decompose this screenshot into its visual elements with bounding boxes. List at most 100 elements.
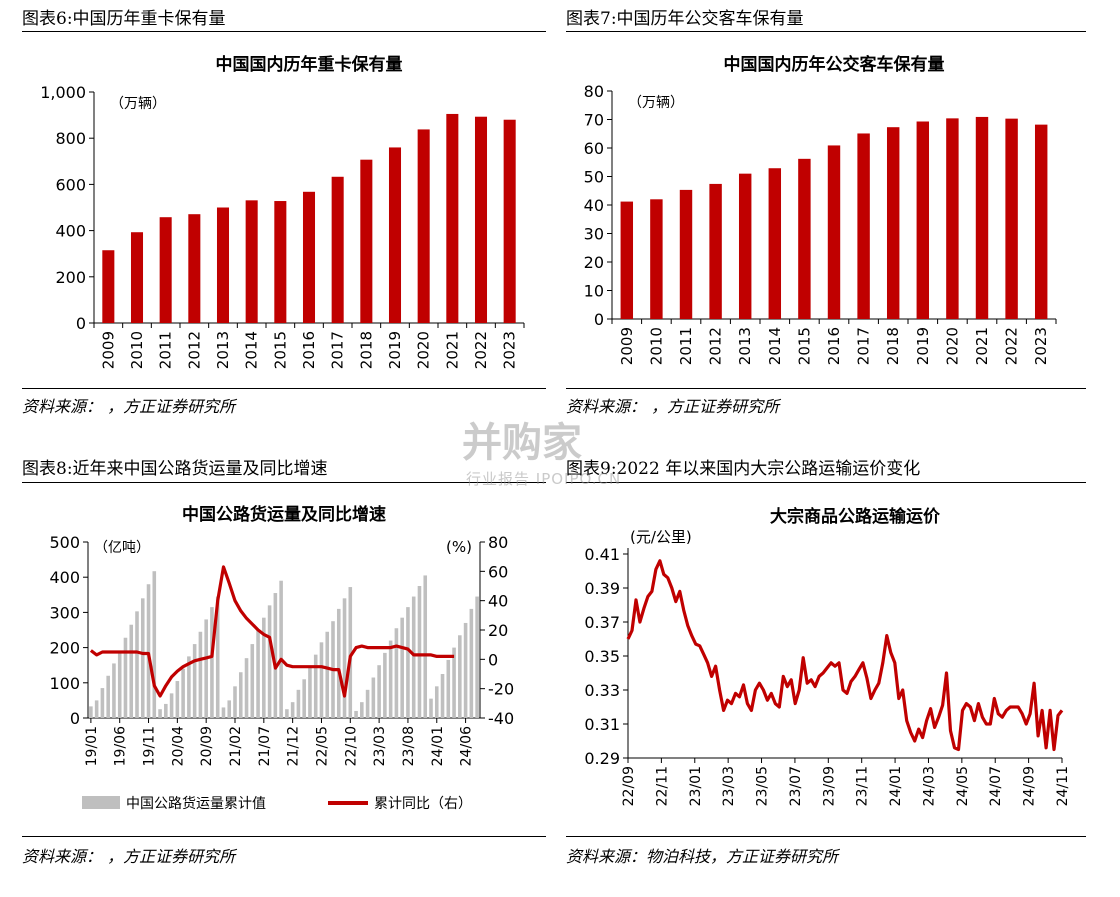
y-tick-label-left: 300 <box>49 603 80 622</box>
right-unit-label: (%) <box>446 538 472 556</box>
y-tick-label: 50 <box>584 168 604 187</box>
bar-freight-volume <box>112 663 116 718</box>
freight-price-chart: 大宗商品公路运输运价 (元/公里) 0.29 0.31 0.33 0.35 0.37 0.39… <box>584 506 1071 806</box>
source-note: 资料来源：物泊科技，方正证券研究所 <box>566 847 839 866</box>
bar-freight-volume <box>100 688 105 718</box>
x-tick-label: 2021 <box>973 327 991 365</box>
y-tick-label: 60 <box>584 139 604 158</box>
bar-2019 <box>388 147 402 323</box>
x-tick-label: 2009 <box>99 331 117 369</box>
bar-2015 <box>798 158 811 319</box>
bar-freight-volume <box>354 710 358 718</box>
legend-label-line: 累计同比（右） <box>374 796 472 812</box>
bar-freight-volume <box>290 702 295 718</box>
bar-2018 <box>886 127 900 319</box>
x-tick-label: 2021 <box>443 331 461 369</box>
bar-2021 <box>975 116 989 319</box>
y-tick-label-left: 500 <box>49 533 80 552</box>
bar-freight-volume <box>181 668 185 718</box>
x-tick-label: 2018 <box>357 331 375 369</box>
bar-freight-volume <box>198 631 203 718</box>
y-tick-label-right: -20 <box>488 680 514 699</box>
bar-freight-volume <box>117 651 122 718</box>
panel-freight-volume: 图表8:近年来中国公路货运量及同比增速 中国公路货运量及同比增速 （亿吨） (%) 0… <box>22 448 546 888</box>
chart-title: 中国国内历年重卡保有量 <box>216 54 403 75</box>
bar-2014 <box>245 200 258 323</box>
x-tick-label: 23/11 <box>855 766 871 806</box>
x-tick-label: 2011 <box>157 331 175 369</box>
bar-freight-volume <box>360 702 364 718</box>
top-rule <box>22 482 546 483</box>
bar-freight-volume <box>411 596 416 718</box>
bar-freight-volume <box>158 709 162 718</box>
bar-2021 <box>446 113 459 323</box>
bar-freight-volume <box>279 580 283 718</box>
y-tick-label: 0.33 <box>584 681 620 700</box>
bar-freight-volume <box>417 586 422 718</box>
top-rule <box>566 31 1086 32</box>
y-tick-label-right: 20 <box>488 621 508 640</box>
left-unit-label: （亿吨） <box>94 540 150 556</box>
y-tick-label-right: 0 <box>488 650 498 669</box>
bar-freight-volume <box>429 698 433 718</box>
x-tick-label: 23/01 <box>688 766 704 806</box>
y-tick-label: 0.35 <box>584 647 620 666</box>
bar-freight-volume <box>296 689 301 718</box>
bar-2012 <box>709 183 722 319</box>
bar-freight-volume <box>440 674 445 718</box>
bar-freight-volume <box>452 647 456 718</box>
bar-freight-volume <box>308 666 312 718</box>
bar-freight-volume <box>446 659 451 718</box>
bar-freight-volume <box>210 607 214 718</box>
top-rule <box>22 31 546 32</box>
y-tick-label-right: 80 <box>488 533 508 552</box>
x-tick-label: 24/06 <box>459 726 475 766</box>
x-tick-label: 2016 <box>300 331 318 369</box>
x-tick-label: 22/11 <box>654 766 670 806</box>
x-tick-label: 2020 <box>943 327 961 365</box>
bar-freight-volume <box>152 571 157 718</box>
x-tick-label: 24/01 <box>430 726 446 766</box>
legend-label-bar: 中国公路货运量累计值 <box>126 795 266 812</box>
bar-freight-volume <box>227 700 232 718</box>
bar-freight-volume <box>192 644 197 718</box>
x-tick-label: 24/09 <box>1022 766 1038 806</box>
x-tick-label: 2013 <box>736 327 754 365</box>
bar-freight-volume <box>388 640 393 718</box>
x-tick-label: 2015 <box>795 327 813 365</box>
y-tick-label: 200 <box>55 268 86 287</box>
y-tick-label: 800 <box>55 129 86 148</box>
bar-freight-volume <box>469 608 474 718</box>
bar-2016 <box>827 145 841 319</box>
y-tick-label-left: 100 <box>49 674 80 693</box>
bar-2013 <box>738 173 752 319</box>
x-tick-label: 2020 <box>415 331 433 369</box>
unit-label: （万辆） <box>628 95 684 111</box>
x-tick-label: 2023 <box>501 331 519 369</box>
y-tick-label: 0.41 <box>584 545 620 564</box>
truck-stock-chart: 中国国内历年重卡保有量 （万辆） 0 200 400 600 800 1,000 2009 201… <box>40 54 525 369</box>
x-tick-label: 23/05 <box>755 766 771 806</box>
x-tick-label: 23/07 <box>788 766 804 806</box>
x-tick-label: 2014 <box>243 331 261 369</box>
chart-title: 中国公路货运量及同比增速 <box>182 504 386 525</box>
bar-freight-volume <box>146 584 151 718</box>
bar-freight-volume <box>383 652 387 718</box>
source-note: 资料来源： ，方正证券研究所 <box>22 397 236 416</box>
bus-stock-chart: 中国国内历年公交客车保有量 （万辆） 0 10 20 30 40 50 60 70 80 2009 20… <box>584 54 1057 365</box>
bar-2013 <box>216 207 230 323</box>
bar-freight-volume <box>302 679 306 718</box>
x-tick-label: 23/03 <box>721 766 737 806</box>
x-tick-label: 2011 <box>677 327 695 365</box>
bar-freight-volume <box>463 622 468 718</box>
x-tick-label: 23/03 <box>372 726 388 766</box>
legend-swatch-bar <box>82 796 120 809</box>
bar-2017 <box>857 133 870 319</box>
bar-2010 <box>130 232 144 323</box>
bar-freight-volume <box>371 677 376 718</box>
x-tick-label: 2013 <box>214 331 232 369</box>
figure-title: 图表9:2022 年以来国内大宗公路运输运价变化 <box>566 459 921 479</box>
x-tick-label: 2019 <box>914 327 932 365</box>
figure-title: 图表7:中国历年公交客车保有量 <box>566 9 804 29</box>
x-tick-label: 2018 <box>884 327 902 365</box>
